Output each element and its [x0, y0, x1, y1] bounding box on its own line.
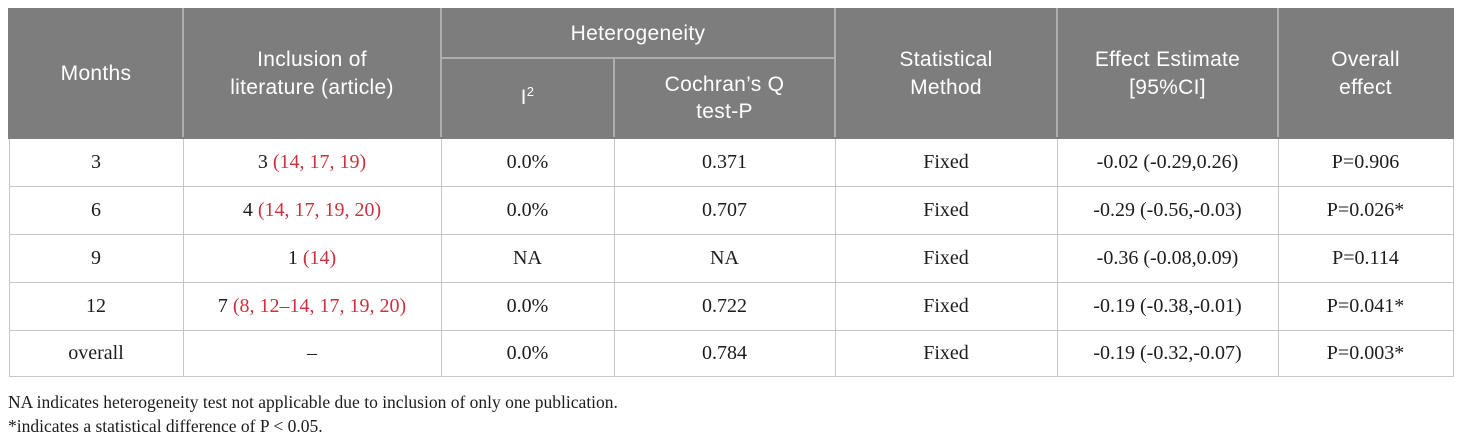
cell-i2: 0.0%: [440, 329, 615, 377]
table-row-months-9: 9 1 (14) NA NA Fixed -0.36 (-0.08,0.09) …: [8, 233, 1454, 283]
col-header-months: Months: [8, 8, 184, 139]
cell-method: Fixed: [834, 329, 1058, 377]
table-header: Months Inclusion of literature (article)…: [8, 8, 1454, 139]
footnote-na: NA indicates heterogeneity test not appl…: [8, 391, 618, 412]
footnote-asterisk: *indicates a statistical difference of P…: [8, 416, 323, 437]
cell-cochran-p: 0.707: [613, 185, 836, 235]
col-header-i2: I2: [440, 57, 615, 139]
cell-months: 3: [8, 137, 184, 187]
citation-links[interactable]: (14, 17, 19): [272, 150, 367, 173]
col-header-heterogeneity: Heterogeneity: [440, 8, 836, 59]
literature-count: 1: [287, 246, 303, 269]
cell-method: Fixed: [834, 281, 1058, 331]
table-footnotes: NA indicates heterogeneity test not appl…: [8, 390, 1452, 439]
cell-literature: 4 (14, 17, 19, 20): [182, 185, 442, 235]
citation-links[interactable]: (14, 17, 19, 20): [257, 198, 382, 221]
col-header-effect-estimate: Effect Estimate [95%CI]: [1056, 8, 1279, 139]
table-row-overall: overall – 0.0% 0.784 Fixed -0.19 (-0.32,…: [8, 329, 1454, 377]
col-header-statistical-method: Statistical Method: [834, 8, 1058, 139]
cell-i2: 0.0%: [440, 281, 615, 331]
cell-overall-effect: P=0.041*: [1277, 281, 1454, 331]
cell-effect-estimate: -0.29 (-0.56,-0.03): [1056, 185, 1279, 235]
col-header-cochran-label: Cochran’s Q test-P: [664, 72, 785, 123]
cell-months: 9: [8, 233, 184, 283]
col-header-cochran: Cochran’s Q test-P: [613, 57, 836, 139]
col-header-months-label: Months: [60, 61, 132, 85]
literature-count: 3: [257, 150, 273, 173]
cell-literature: –: [182, 329, 442, 377]
cell-method: Fixed: [834, 185, 1058, 235]
cell-literature: 7 (8, 12–14, 17, 19, 20): [182, 281, 442, 331]
cell-overall-effect: P=0.114: [1277, 233, 1454, 283]
cell-cochran-p: 0.722: [613, 281, 836, 331]
cell-method: Fixed: [834, 137, 1058, 187]
table-row-months-6: 6 4 (14, 17, 19, 20) 0.0% 0.707 Fixed -0…: [8, 185, 1454, 235]
col-header-overall-effect-label: Overall effect: [1331, 48, 1400, 99]
col-header-heterogeneity-label: Heterogeneity: [570, 21, 706, 45]
cell-months: 6: [8, 185, 184, 235]
cell-overall-effect: P=0.003*: [1277, 329, 1454, 377]
cell-effect-estimate: -0.19 (-0.38,-0.01): [1056, 281, 1279, 331]
cell-cochran-p: NA: [613, 233, 836, 283]
col-header-statistical-method-label: Statistical Method: [899, 48, 993, 99]
cell-cochran-p: 0.371: [613, 137, 836, 187]
cell-months: overall: [8, 329, 184, 377]
cell-method: Fixed: [834, 233, 1058, 283]
col-header-overall-effect: Overall effect: [1277, 8, 1454, 139]
cell-cochran-p: 0.784: [613, 329, 836, 377]
cell-effect-estimate: -0.02 (-0.29,0.26): [1056, 137, 1279, 187]
col-header-effect-estimate-label: Effect Estimate [95%CI]: [1094, 48, 1241, 99]
cell-i2: NA: [440, 233, 615, 283]
cell-effect-estimate: -0.36 (-0.08,0.09): [1056, 233, 1279, 283]
cell-i2: 0.0%: [440, 185, 615, 235]
col-header-inclusion-label: Inclusion of literature (article): [230, 48, 394, 99]
cell-literature: 3 (14, 17, 19): [182, 137, 442, 187]
table-row-months-3: 3 3 (14, 17, 19) 0.0% 0.371 Fixed -0.02 …: [8, 137, 1454, 187]
cell-literature: 1 (14): [182, 233, 442, 283]
literature-count: 4: [242, 198, 258, 221]
literature-count: –: [307, 341, 317, 364]
cell-overall-effect: P=0.026*: [1277, 185, 1454, 235]
citation-links[interactable]: (8, 12–14, 17, 19, 20): [232, 294, 407, 317]
table-body: 3 3 (14, 17, 19) 0.0% 0.371 Fixed -0.02 …: [8, 137, 1454, 377]
cell-effect-estimate: -0.19 (-0.32,-0.07): [1056, 329, 1279, 377]
cell-i2: 0.0%: [440, 137, 615, 187]
literature-count: 7: [217, 294, 233, 317]
cell-overall-effect: P=0.906: [1277, 137, 1454, 187]
cell-months: 12: [8, 281, 184, 331]
citation-links[interactable]: (14): [302, 246, 337, 269]
meta-analysis-table: Months Inclusion of literature (article)…: [8, 8, 1454, 377]
col-header-i2-label: I2: [520, 84, 535, 110]
table-row-months-12: 12 7 (8, 12–14, 17, 19, 20) 0.0% 0.722 F…: [8, 281, 1454, 331]
col-header-inclusion: Inclusion of literature (article): [182, 8, 442, 139]
